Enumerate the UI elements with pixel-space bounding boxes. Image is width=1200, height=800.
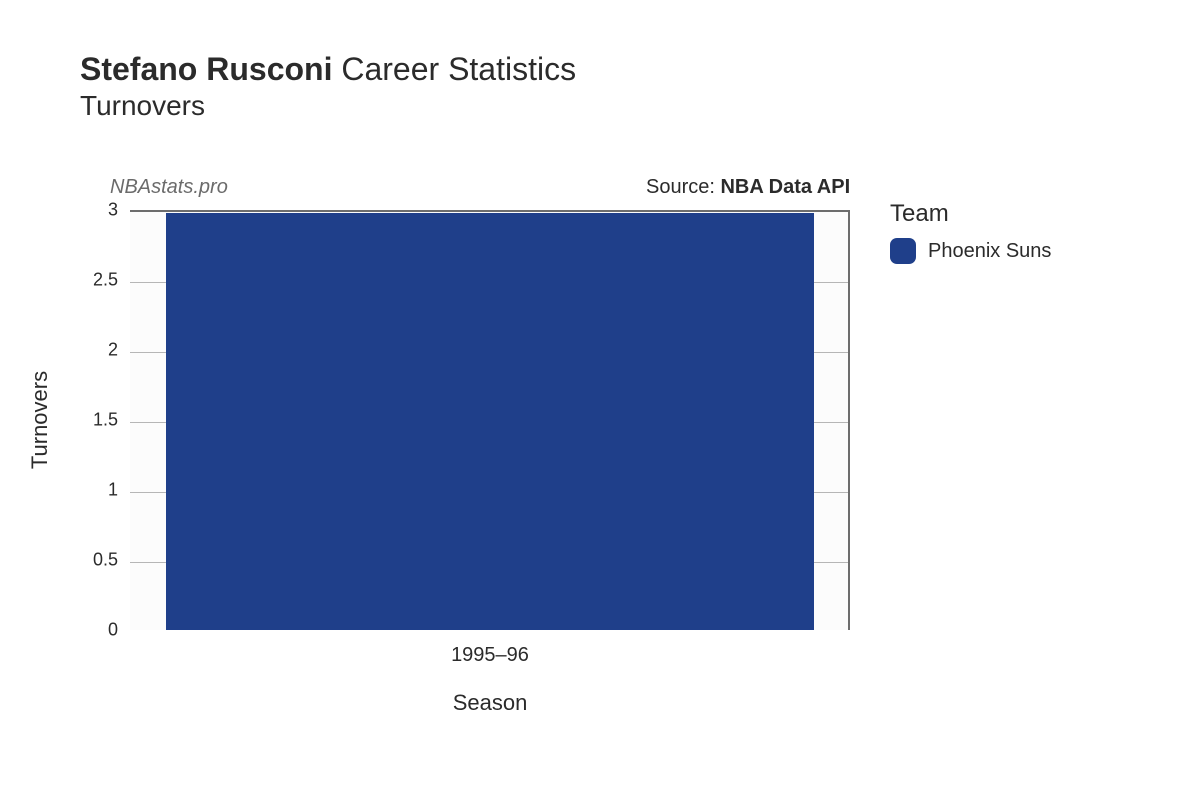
legend-items: Phoenix Suns bbox=[890, 238, 1051, 264]
y-tick-label: 1 bbox=[108, 480, 130, 501]
y-axis-label: Turnovers bbox=[27, 371, 53, 469]
bar bbox=[166, 213, 814, 630]
source-attribution: Source: NBA Data API bbox=[646, 176, 850, 199]
player-name: Stefano Rusconi bbox=[80, 51, 332, 87]
chart-area bbox=[30, 140, 1170, 168]
chart-container: Stefano Rusconi Career Statistics Turnov… bbox=[0, 0, 1200, 800]
x-axis-label: Season bbox=[453, 690, 528, 716]
meta-row bbox=[30, 140, 1170, 168]
chart-subtitle: Turnovers bbox=[80, 90, 1170, 122]
legend-title: Team bbox=[890, 200, 1051, 228]
y-tick-label: 2 bbox=[108, 340, 130, 361]
chart-title: Stefano Rusconi Career Statistics bbox=[80, 50, 1170, 88]
y-tick-label: 0 bbox=[108, 620, 130, 641]
y-tick-label: 0.5 bbox=[93, 550, 130, 571]
legend-item: Phoenix Suns bbox=[890, 238, 1051, 264]
y-tick-label: 2.5 bbox=[93, 270, 130, 291]
title-block: Stefano Rusconi Career Statistics Turnov… bbox=[80, 50, 1170, 122]
watermark-text: NBAstats.pro bbox=[110, 176, 228, 199]
source-prefix: Source: bbox=[646, 176, 720, 198]
title-suffix: Career Statistics bbox=[341, 51, 576, 87]
legend: Team Phoenix Suns bbox=[890, 200, 1051, 264]
legend-item-label: Phoenix Suns bbox=[928, 240, 1051, 263]
y-tick-label: 1.5 bbox=[93, 410, 130, 431]
y-tick-label: 3 bbox=[108, 200, 130, 221]
x-tick-label: 1995–96 bbox=[451, 630, 529, 667]
legend-swatch bbox=[890, 238, 916, 264]
plot-area: 00.511.522.531995–96 bbox=[130, 210, 850, 630]
source-name: NBA Data API bbox=[720, 176, 850, 198]
